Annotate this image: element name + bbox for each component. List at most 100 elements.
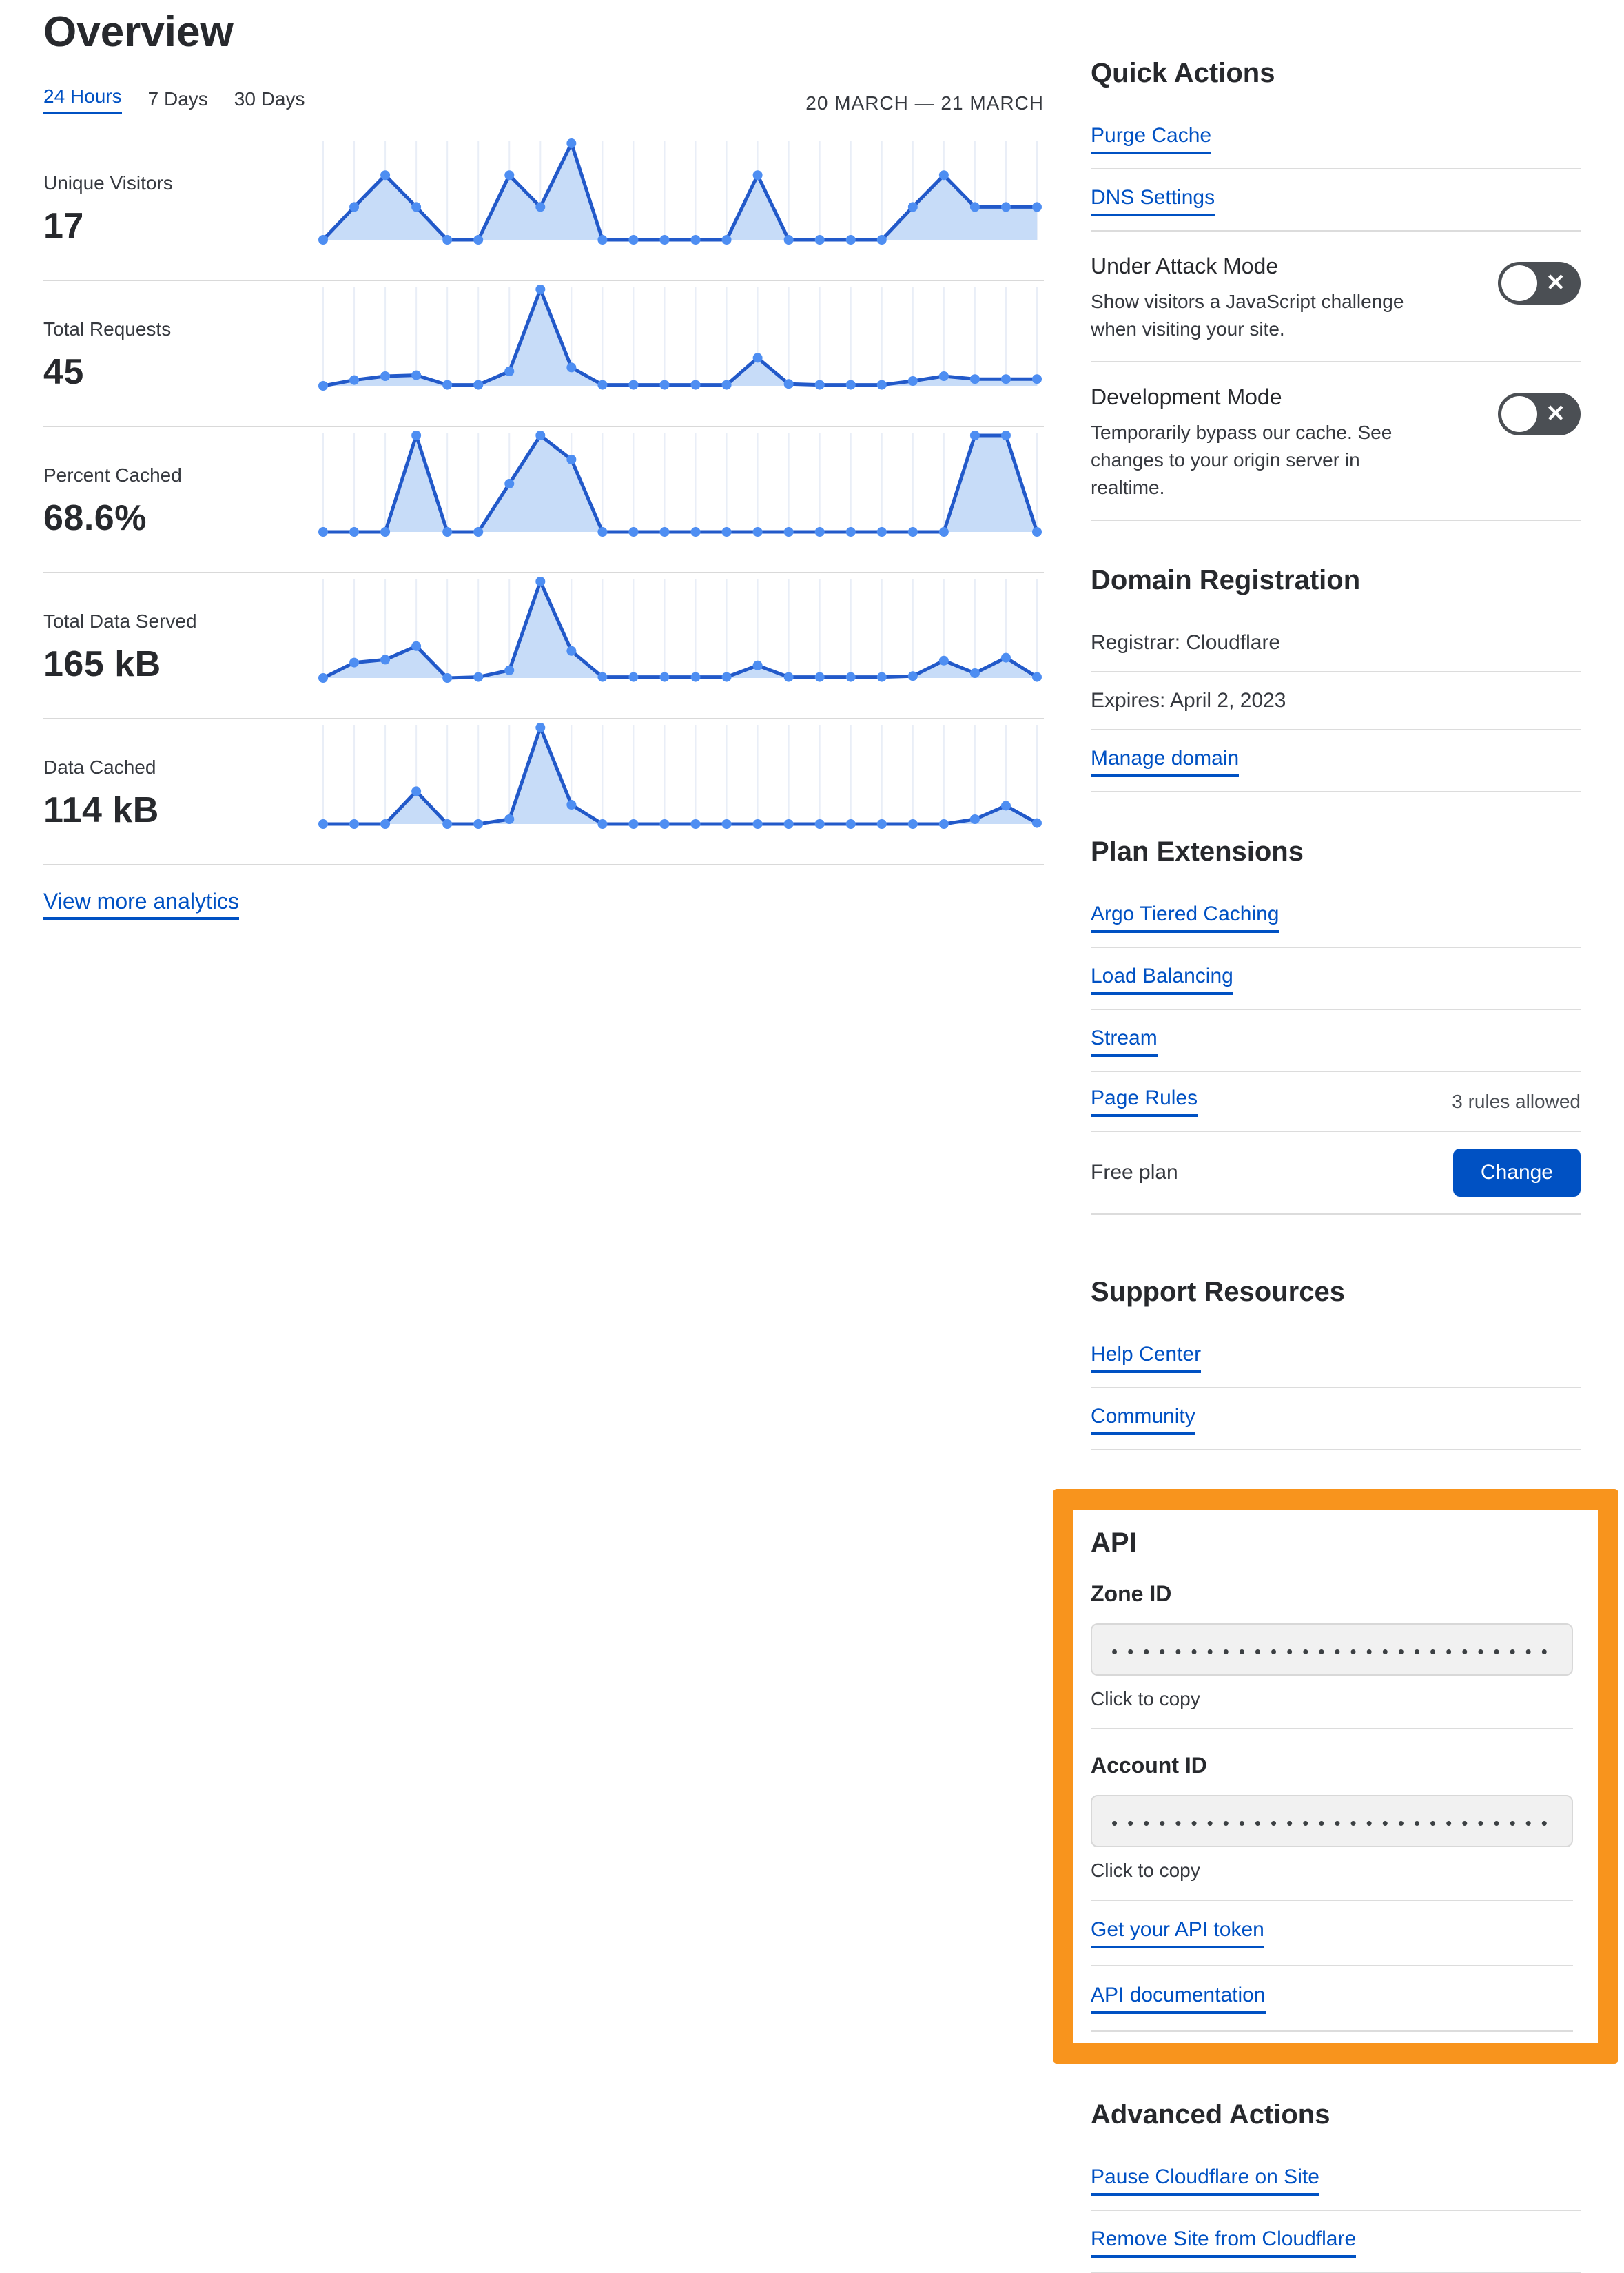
tab-24-hours[interactable]: 24 Hours (43, 85, 122, 114)
page-rules-allowance: 3 rules allowed (1452, 1090, 1581, 1112)
data-point (442, 819, 453, 829)
data-point (969, 668, 980, 678)
api-section-highlight: API Zone ID ••••••••••••••••••••••••••••… (1053, 1489, 1618, 2064)
sparkline-data-cached[interactable] (314, 719, 1044, 864)
area-fill (323, 582, 1037, 678)
data-point (628, 527, 639, 537)
community-link[interactable]: Community (1091, 1404, 1195, 1435)
data-point (876, 235, 887, 245)
data-point (907, 527, 918, 537)
remove-site-row: Remove Site from Cloudflare (1091, 2211, 1581, 2273)
metric-row-data-cached: Data Cached 114 kB (43, 719, 1044, 865)
area-fill (323, 143, 1037, 240)
data-point (318, 527, 328, 537)
load-balancing-link[interactable]: Load Balancing (1091, 964, 1233, 995)
data-point (814, 527, 825, 537)
argo-tiered-caching-link[interactable]: Argo Tiered Caching (1091, 902, 1279, 933)
data-point (876, 527, 887, 537)
data-point (783, 379, 794, 389)
metric-value: 114 kB (43, 790, 159, 830)
zone-id-field[interactable]: •••••••••••••••••••••••••••• (1091, 1623, 1573, 1676)
data-point (566, 800, 577, 810)
sparkline-svg (318, 285, 1042, 391)
data-point (659, 819, 670, 829)
data-point (597, 527, 608, 537)
page-rules-link[interactable]: Page Rules (1091, 1086, 1198, 1117)
plan-row: Free plan Change (1091, 1132, 1581, 1215)
under-attack-mode-toggle[interactable]: ✕ (1498, 262, 1581, 305)
sparkline-total-data-served[interactable] (314, 573, 1044, 718)
development-mode-toggle[interactable]: ✕ (1498, 393, 1581, 435)
data-point (1000, 801, 1011, 811)
data-point (969, 202, 980, 212)
data-point (938, 819, 949, 829)
data-point (318, 673, 328, 683)
data-point (1000, 202, 1011, 212)
zone-id-label: Zone ID (1091, 1581, 1172, 1606)
manage-domain-link[interactable]: Manage domain (1091, 746, 1240, 777)
purge-cache-link[interactable]: Purge Cache (1091, 123, 1212, 154)
help-center-row: Help Center (1091, 1326, 1581, 1388)
data-point (535, 577, 546, 586)
data-point (473, 235, 484, 245)
sparkline-svg (318, 431, 1042, 537)
remove-site-link[interactable]: Remove Site from Cloudflare (1091, 2227, 1357, 2258)
tab-7-days[interactable]: 7 Days (147, 88, 208, 110)
data-point (721, 527, 732, 537)
data-point (783, 819, 794, 829)
data-point (845, 672, 856, 682)
change-plan-button[interactable]: Change (1452, 1149, 1581, 1197)
data-point (1000, 374, 1011, 384)
data-point (721, 380, 732, 390)
tab-30-days[interactable]: 30 Days (234, 88, 305, 110)
sparkline-percent-cached[interactable] (314, 427, 1044, 572)
data-point (1032, 527, 1042, 537)
stream-row: Stream (1091, 1010, 1581, 1072)
data-point (504, 665, 515, 675)
pause-cloudflare-row: Pause Cloudflare on Site (1091, 2149, 1581, 2211)
data-point (349, 202, 360, 212)
divider (1091, 1728, 1573, 1729)
data-point (597, 380, 608, 390)
data-point (380, 655, 391, 665)
view-more-analytics-link[interactable]: View more analytics (43, 889, 239, 920)
metric-value: 68.6% (43, 498, 147, 538)
data-point (628, 672, 639, 682)
data-point (690, 527, 701, 537)
data-point (411, 370, 422, 380)
data-point (442, 527, 453, 537)
data-point (411, 202, 422, 212)
data-point (814, 672, 825, 682)
data-point (318, 819, 328, 829)
metric-rows: Unique Visitors 17 Total Requests 45 Per… (43, 135, 1044, 865)
data-point (380, 819, 391, 829)
data-point (1032, 672, 1042, 682)
data-point (938, 170, 949, 181)
dns-settings-link[interactable]: DNS Settings (1091, 185, 1215, 216)
trend-line (323, 433, 1039, 534)
data-point (938, 371, 949, 381)
data-point (442, 380, 453, 390)
stream-link[interactable]: Stream (1091, 1026, 1158, 1057)
advanced-actions-heading: Advanced Actions (1091, 2099, 1330, 2130)
account-id-field[interactable]: •••••••••••••••••••••••••••• (1091, 1795, 1573, 1847)
data-point (380, 371, 391, 381)
data-point (690, 672, 701, 682)
sparkline-total-requests[interactable] (314, 281, 1044, 426)
api-heading: API (1091, 1528, 1137, 1558)
data-point (845, 527, 856, 537)
data-point (907, 671, 918, 681)
sparkline-unique-visitors[interactable] (314, 135, 1044, 280)
sidebar: Quick Actions Purge Cache DNS Settings U… (1053, 58, 1618, 2273)
metric-row-percent-cached: Percent Cached 68.6% (43, 427, 1044, 573)
account-id-label: Account ID (1091, 1753, 1207, 1778)
get-api-token-link[interactable]: Get your API token (1091, 1917, 1264, 1948)
data-point (814, 380, 825, 390)
help-center-link[interactable]: Help Center (1091, 1342, 1202, 1373)
pause-cloudflare-link[interactable]: Pause Cloudflare on Site (1091, 2165, 1319, 2196)
data-point (938, 655, 949, 666)
trend-line (323, 726, 1038, 826)
data-point (1000, 431, 1011, 440)
api-documentation-link[interactable]: API documentation (1091, 1983, 1266, 2014)
development-mode-row: Development Mode Temporarily bypass our … (1091, 362, 1581, 521)
